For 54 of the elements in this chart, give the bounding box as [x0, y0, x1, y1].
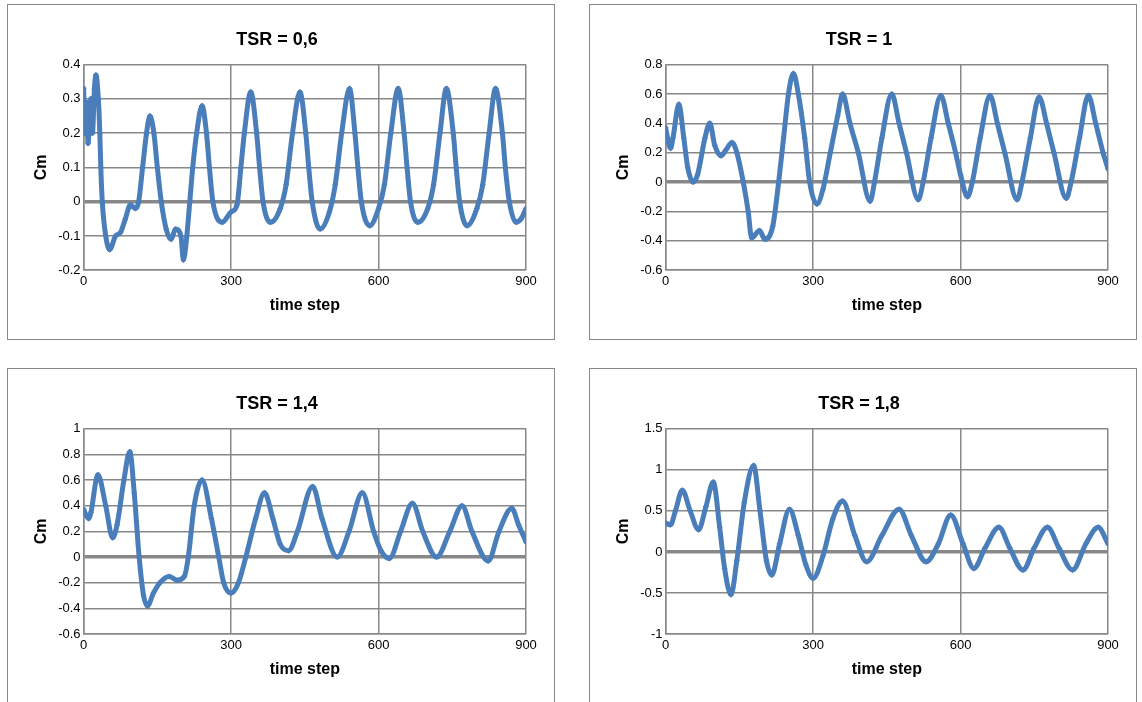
x-tick-label: 300: [220, 272, 242, 288]
y-tick-label: 0.2: [62, 124, 81, 140]
x-tick-label: 300: [802, 636, 824, 652]
chart-title: TSR = 1,8: [818, 392, 900, 413]
x-tick-label: 600: [949, 636, 972, 652]
x-tick-label: 300: [220, 636, 242, 652]
y-tick-label: -1: [651, 625, 663, 641]
y-axis-title: Cm: [32, 154, 50, 181]
y-tick-label: 0.5: [644, 502, 663, 518]
y-tick-label: 0.4: [62, 56, 81, 72]
x-axis-title: time step: [851, 295, 923, 313]
y-axis-title: Cm: [614, 518, 632, 545]
y-tick-label: 0: [73, 193, 81, 209]
x-tick-label: 900: [1097, 636, 1119, 652]
y-tick-label: 0.6: [644, 85, 663, 101]
chart-title: TSR = 1: [825, 28, 893, 49]
y-tick-label: -0.5: [640, 584, 663, 600]
y-tick-label: -0.2: [58, 574, 81, 590]
y-tick-label: 0: [655, 543, 663, 559]
x-tick-label: 600: [367, 272, 390, 288]
y-tick-label: 1.5: [644, 420, 663, 436]
y-tick-label: -0.6: [58, 625, 81, 641]
y-tick-label: 0.8: [62, 445, 81, 461]
y-axis-title: Cm: [32, 518, 50, 545]
y-tick-label: -0.6: [640, 261, 663, 277]
y-tick-label: 0.1: [62, 158, 81, 174]
y-tick-label: 1: [73, 420, 81, 436]
y-tick-label: 0.2: [62, 522, 81, 538]
y-tick-label: 1: [655, 461, 663, 477]
x-axis-title: time step: [269, 295, 341, 313]
y-tick-label: 0.2: [644, 144, 663, 160]
y-tick-label: 0.6: [62, 471, 81, 487]
x-tick-label: 900: [1097, 272, 1119, 288]
x-tick-label: 900: [515, 272, 537, 288]
x-tick-label: 300: [802, 272, 824, 288]
y-tick-label: -0.2: [640, 203, 663, 219]
y-tick-label: -0.4: [58, 600, 81, 616]
chart-title: TSR = 1,4: [236, 392, 318, 413]
x-axis-title: time step: [269, 659, 341, 677]
y-tick-label: 0: [655, 173, 663, 189]
y-tick-label: 0.8: [644, 56, 663, 72]
x-tick-label: 900: [515, 636, 537, 652]
y-axis-title: Cm: [614, 154, 632, 181]
x-tick-label: 600: [367, 636, 390, 652]
y-tick-label: 0: [73, 548, 81, 564]
x-axis-title: time step: [851, 659, 923, 677]
y-tick-label: 0.4: [62, 497, 81, 513]
y-tick-label: -0.1: [58, 227, 81, 243]
x-tick-label: 600: [949, 272, 972, 288]
y-tick-label: -0.4: [640, 232, 663, 248]
y-tick-label: 0.4: [644, 114, 663, 130]
chart-title: TSR = 0,6: [236, 28, 318, 49]
y-tick-label: -0.2: [58, 261, 81, 277]
y-tick-label: 0.3: [62, 90, 81, 106]
